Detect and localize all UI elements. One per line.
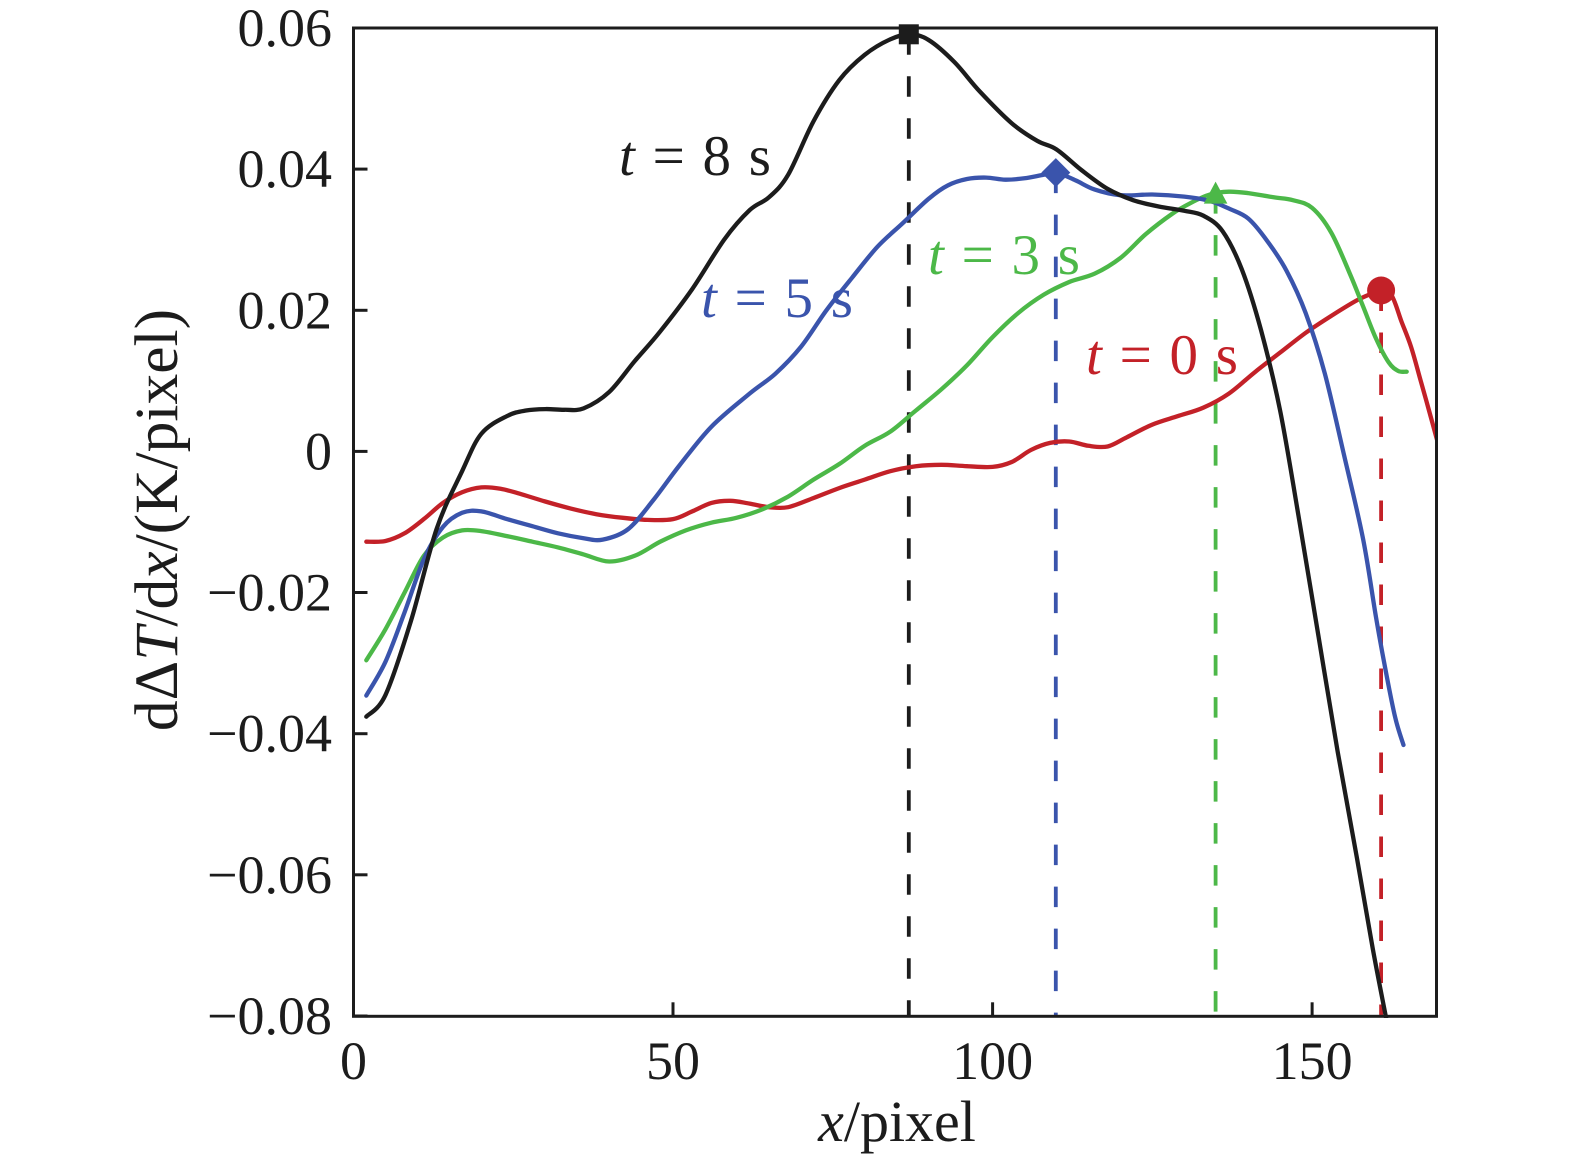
- svg-text:−0.06: −0.06: [207, 845, 332, 905]
- svg-text:t = 8 s: t = 8 s: [619, 125, 771, 188]
- svg-text:t = 3 s: t = 3 s: [928, 224, 1080, 287]
- svg-text:t = 5 s: t = 5 s: [701, 267, 853, 330]
- svg-text:x/pixel: x/pixel: [817, 1089, 976, 1154]
- svg-text:−0.02: −0.02: [207, 563, 332, 623]
- svg-text:0: 0: [340, 1031, 367, 1091]
- svg-text:0.02: 0.02: [238, 280, 333, 340]
- svg-text:0: 0: [305, 421, 332, 481]
- svg-text:100: 100: [952, 1031, 1033, 1091]
- svg-text:150: 150: [1272, 1031, 1353, 1091]
- svg-text:0.06: 0.06: [238, 0, 333, 58]
- svg-text:0.04: 0.04: [238, 139, 333, 199]
- svg-text:−0.08: −0.08: [207, 986, 332, 1046]
- svg-text:t = 0 s: t = 0 s: [1086, 324, 1238, 387]
- svg-text:dΔT/dx/(K/pixel): dΔT/dx/(K/pixel): [123, 309, 191, 731]
- svg-text:50: 50: [646, 1031, 700, 1091]
- svg-text:−0.04: −0.04: [207, 704, 332, 764]
